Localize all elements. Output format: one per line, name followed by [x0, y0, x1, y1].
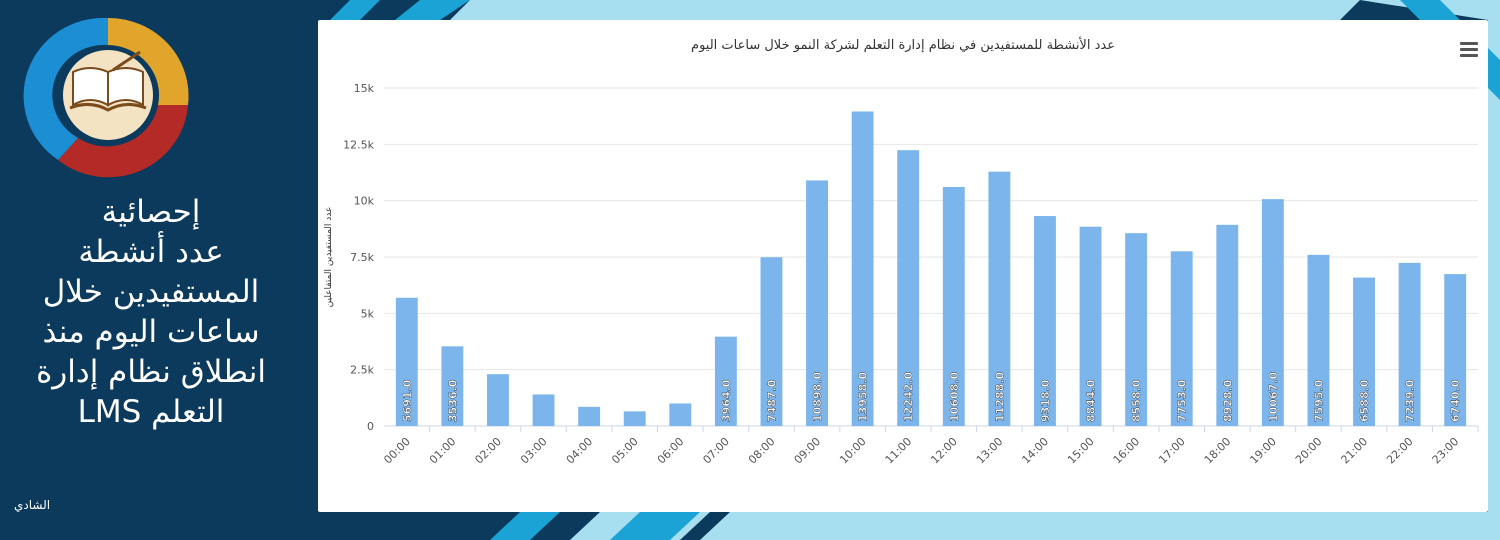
data-label: 8844.0	[1085, 379, 1098, 422]
data-label: 7239.0	[1404, 379, 1417, 422]
headline-line: ساعات اليوم منذ	[42, 314, 260, 350]
headline-line: عدد أنشطة	[78, 234, 224, 270]
sidebar: إحصائية عدد أنشطة المستفيدين خلال ساعات …	[0, 0, 300, 540]
open-book-icon	[69, 50, 147, 112]
x-tick-label: 05:00	[609, 435, 641, 467]
y-tick-label: 7.5k	[350, 251, 374, 264]
x-tick-label: 23:00	[1430, 435, 1462, 467]
bar	[988, 171, 1011, 426]
x-tick-label: 14:00	[1019, 435, 1051, 467]
bar	[1307, 254, 1330, 426]
bar	[714, 336, 737, 426]
data-label: 7753.0	[1176, 379, 1189, 422]
bar	[441, 346, 464, 426]
data-label: 8558.0	[1130, 379, 1143, 422]
bar	[1216, 224, 1239, 426]
data-label: 3536.0	[446, 379, 459, 422]
bar	[1444, 274, 1467, 426]
data-label: 10067.0	[1267, 372, 1280, 422]
x-tick-label: 00:00	[381, 435, 413, 467]
bar	[395, 297, 418, 426]
bar	[1353, 277, 1375, 426]
bar	[806, 180, 828, 426]
bar	[760, 257, 783, 426]
bar	[623, 411, 646, 426]
headline-line: إحصائية	[101, 194, 201, 230]
y-tick-label: 0	[367, 420, 374, 433]
hamburger-menu-icon[interactable]	[1460, 42, 1478, 58]
x-tick-label: 16:00	[1111, 435, 1143, 467]
data-label: 6588.0	[1358, 379, 1371, 422]
headline-line: انطلاق نظام إدارة	[36, 354, 266, 390]
x-tick-label: 21:00	[1339, 435, 1371, 467]
data-label: 3964.0	[720, 379, 733, 422]
bar	[1170, 251, 1193, 426]
x-tick-label: 22:00	[1384, 435, 1416, 467]
x-tick-label: 07:00	[700, 435, 732, 467]
chart-title: عدد الأنشطة للمستفيدين في نظام إدارة الت…	[691, 38, 1115, 53]
bar-chart: 0 2.5k 5k 7.5k 10k 12.5k 15k عدد المستفيدين الم…	[324, 82, 1479, 467]
company-logo	[23, 17, 189, 178]
bar	[851, 111, 874, 426]
x-tick-label: 04:00	[564, 435, 596, 467]
x-tick-label: 12:00	[928, 435, 960, 467]
x-tick-label: 10:00	[837, 435, 869, 467]
y-tick-label: 2.5k	[350, 364, 374, 377]
x-tick-label: 18:00	[1202, 435, 1234, 467]
bar	[1261, 199, 1284, 426]
bar	[1125, 233, 1148, 426]
data-label: 7487.0	[765, 379, 778, 422]
bar	[897, 150, 920, 427]
data-label: 12242.0	[902, 372, 915, 422]
x-tick-label: 03:00	[518, 435, 550, 467]
data-label: 5691.0	[401, 379, 414, 422]
x-tick-label: 17:00	[1156, 435, 1188, 467]
headline: إحصائية عدد أنشطة المستفيدين خلال ساعات …	[10, 192, 292, 432]
bar	[942, 186, 965, 426]
x-tick-label: 08:00	[746, 435, 778, 467]
bar	[669, 403, 692, 426]
bar	[578, 406, 601, 426]
x-tick-label: 15:00	[1065, 435, 1097, 467]
data-label: 11288.0	[993, 372, 1006, 422]
author-name: الشادي	[14, 498, 51, 512]
data-label: 10608.0	[948, 372, 961, 422]
bar	[1398, 262, 1421, 426]
x-tick-label: 09:00	[792, 435, 824, 467]
data-label: 6740.0	[1449, 379, 1462, 422]
y-tick-label: 10k	[354, 195, 375, 208]
x-tick-label: 13:00	[974, 435, 1006, 467]
data-label: 8928.0	[1221, 379, 1234, 422]
data-label: 9318.0	[1039, 379, 1052, 422]
bar	[532, 394, 555, 426]
headline-line: المستفيدين خلال	[42, 274, 260, 310]
y-axis-label: عدد المستفيدين المتفاعلين	[324, 207, 334, 308]
x-tick-label: 01:00	[427, 435, 459, 467]
x-tick-label: 06:00	[655, 435, 687, 467]
y-tick-label: 12.5k	[343, 138, 374, 151]
data-label: 10898.0	[811, 372, 824, 422]
x-tick-label: 19:00	[1247, 435, 1279, 467]
y-tick-label: 15k	[354, 82, 375, 95]
x-tick-label: 02:00	[472, 435, 504, 467]
bar	[1034, 216, 1056, 426]
bar	[487, 374, 509, 426]
chart-panel: 0 2.5k 5k 7.5k 10k 12.5k 15k عدد المستفيدين الم…	[318, 20, 1488, 512]
headline-line: التعلم LMS	[77, 394, 225, 430]
y-tick-label: 5k	[361, 307, 375, 320]
data-label: 7595.0	[1312, 379, 1325, 422]
bar	[1079, 226, 1102, 426]
x-tick-label: 20:00	[1293, 435, 1325, 467]
x-tick-label: 11:00	[883, 435, 915, 467]
data-label: 13958.0	[857, 372, 870, 422]
